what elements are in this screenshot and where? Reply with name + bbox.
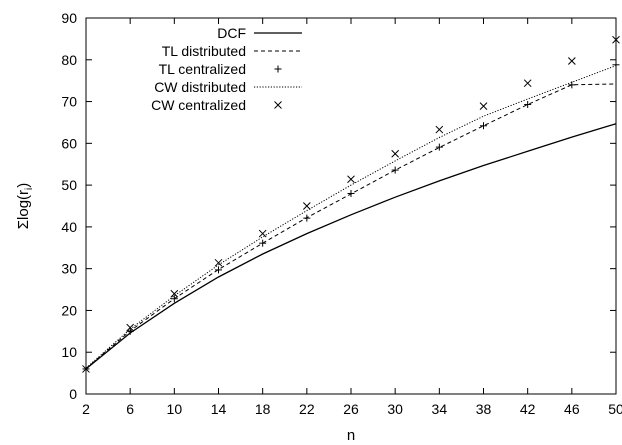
y-axis-label-var: r	[15, 190, 32, 195]
legend: DCF TL distributed TL centralized CW distri…	[151, 25, 302, 113]
x-tick-label: 2	[82, 401, 90, 417]
y-tick-label: 40	[61, 219, 77, 235]
cw-centralized-marker	[347, 175, 355, 184]
series-tl-centralized	[82, 61, 620, 373]
cw-centralized-marker	[214, 258, 223, 267]
tl-centralized-marker	[524, 100, 532, 108]
legend-entry-cw-distributed: CW distributed	[154, 79, 302, 95]
series-layer	[82, 35, 620, 373]
cw-centralized-marker	[479, 102, 488, 111]
tl-centralized-marker	[480, 122, 487, 130]
y-axis-label-open: (	[15, 195, 32, 200]
legend-label: TL distributed	[162, 43, 246, 59]
cw-centralized-marker	[567, 57, 576, 65]
tl-centralized-marker	[170, 295, 178, 303]
cw-distributed-line	[85, 65, 617, 369]
legend-cw-centralized-marker	[274, 101, 282, 109]
y-axis-label-sub: i	[24, 188, 35, 190]
x-tick-label: 30	[387, 401, 403, 417]
legend-label: CW distributed	[154, 79, 246, 95]
y-axis-label-func: log	[15, 200, 32, 220]
y-tick-label: 60	[61, 135, 77, 151]
series-dcf	[85, 123, 617, 370]
legend-tl-centralized-marker	[274, 65, 282, 73]
legend-label: TL centralized	[159, 61, 246, 77]
tl-centralized-marker	[215, 266, 222, 274]
cw-centralized-marker	[302, 202, 311, 210]
y-tick-label: 90	[61, 10, 77, 26]
y-tick-label: 0	[69, 386, 77, 402]
cw-centralized-marker	[435, 125, 444, 134]
tl-centralized-marker	[391, 166, 399, 174]
cw-centralized-marker	[126, 323, 135, 332]
legend-label: DCF	[217, 25, 246, 41]
y-axis-label: Σlog(ri)	[15, 183, 35, 230]
cw-centralized-marker	[258, 229, 267, 238]
tl-centralized-marker	[435, 143, 443, 151]
y-tick-label: 80	[61, 52, 77, 68]
cw-centralized-marker	[82, 365, 90, 373]
x-tick-label: 22	[299, 401, 315, 417]
tl-centralized-marker	[612, 61, 620, 69]
x-tick-label: 42	[520, 401, 536, 417]
x-tick-label: 6	[126, 401, 134, 417]
x-tick-label: 46	[564, 401, 580, 417]
legend-entry-cw-centralized: CW centralized	[151, 97, 282, 113]
x-tick-label: 38	[476, 401, 492, 417]
x-axis-label: n	[347, 427, 355, 444]
series-cw-centralized	[82, 35, 620, 373]
tl-centralized-marker	[259, 239, 267, 247]
x-tick-label: 34	[432, 401, 448, 417]
tl-centralized-marker	[303, 214, 311, 222]
cw-centralized-marker	[170, 289, 179, 298]
y-axis-label-prefix: Σ	[15, 220, 32, 229]
y-axis-label-close: )	[15, 183, 32, 188]
axis-tick-labels: 2 6 10 14 18 22 26 30 34 38 42 46 500102030405060708…	[61, 10, 622, 417]
x-tick-label: 18	[255, 401, 271, 417]
tl-centralized-marker	[347, 189, 355, 197]
cw-centralized-marker	[391, 149, 400, 158]
y-tick-label: 70	[61, 94, 77, 110]
x-tick-label: 26	[343, 401, 359, 417]
y-tick-label: 50	[61, 177, 77, 193]
legend-entry-dcf: DCF	[217, 25, 302, 41]
x-tick-label: 14	[211, 401, 227, 417]
legend-entry-tl-centralized: TL centralized	[159, 61, 282, 77]
legend-entry-tl-distributed: TL distributed	[162, 43, 302, 59]
y-tick-label: 10	[61, 344, 77, 360]
y-tick-label: 30	[61, 261, 77, 277]
cw-centralized-marker	[612, 35, 620, 44]
x-tick-label: 50	[608, 401, 622, 417]
y-tick-label: 20	[61, 302, 77, 318]
cw-centralized-marker	[523, 79, 532, 88]
legend-label: CW centralized	[151, 97, 246, 113]
x-tick-label: 10	[167, 401, 183, 417]
series-cw-distributed	[85, 65, 617, 369]
axis-ticks	[85, 17, 617, 395]
dcf-line	[85, 123, 617, 370]
